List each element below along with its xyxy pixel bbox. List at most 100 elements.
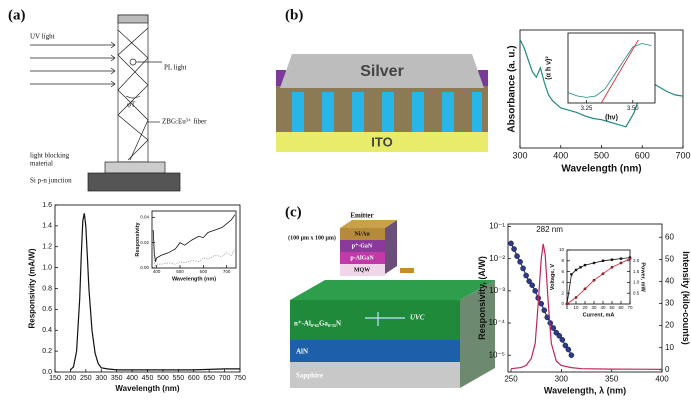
point <box>592 261 596 265</box>
silver <box>280 54 484 88</box>
y-tick-label: 0.02 <box>140 240 149 245</box>
x-tick-label: 600 <box>200 269 208 274</box>
y2-tick-label: 1.0 <box>633 280 640 285</box>
x-axis-label: Wavelength (nm) <box>115 384 179 393</box>
arrowheads <box>110 41 116 88</box>
x-axis-label: (hν) <box>605 114 618 121</box>
label: (100 μm x 100 μm) <box>288 234 336 241</box>
pillar <box>442 92 454 132</box>
series-line <box>69 213 240 371</box>
y-tick-label: 10⁻⁴ <box>488 318 505 327</box>
point <box>562 342 569 349</box>
label: Emitter <box>350 212 373 220</box>
y2-axis-label: Power, mW <box>640 262 646 292</box>
x-tick-label: 350 <box>111 375 123 382</box>
label: material <box>30 160 53 168</box>
x-tick-label: 500 <box>176 269 184 274</box>
mqw <box>340 264 385 276</box>
series-line <box>152 242 236 267</box>
x-tick-label: 40 <box>600 305 606 310</box>
x-tick-label: 250 <box>80 375 92 382</box>
series-line <box>566 257 631 305</box>
label: Sapphire <box>296 372 323 380</box>
pillar <box>412 92 424 132</box>
label: p⁺-GaN <box>352 242 373 249</box>
point <box>550 325 557 331</box>
series-line <box>510 243 663 370</box>
x-tick-label: 600 <box>635 150 650 160</box>
y-tick-label: 0.4 <box>42 327 52 334</box>
y2-tick-label: 0.5 <box>633 290 640 295</box>
point <box>532 288 538 294</box>
y-tick-label: 2 <box>561 290 564 295</box>
point <box>601 272 605 276</box>
p-gan <box>340 240 385 252</box>
x-tick-label: 400 <box>553 150 568 160</box>
pillar <box>472 92 482 132</box>
y-axis-label: Voltage, V <box>550 264 556 291</box>
point <box>579 266 582 269</box>
x-tick-label: 150 <box>49 375 61 382</box>
y-tick-label: 0 <box>561 301 564 306</box>
x-tick-label: 700 <box>675 150 690 160</box>
diagram-c <box>290 220 495 388</box>
y-tick-label: 0.6 <box>42 306 52 313</box>
x-tick-label: 750 <box>234 375 246 382</box>
point <box>538 300 545 307</box>
panel-label: (b) <box>285 7 303 23</box>
label: ZBG:Eu³⁺ fiber <box>162 118 207 126</box>
y-tick-label: 6 <box>561 269 564 274</box>
x-tick-label: 650 <box>203 375 215 382</box>
y-axis-label: (α h ν)² <box>546 56 553 80</box>
y-tick-label: 1.4 <box>42 223 52 230</box>
plot-frame <box>151 210 237 269</box>
y-tick-label: 10⁻¹ <box>489 222 505 231</box>
x-tick-label: 500 <box>594 150 609 160</box>
label: UVC <box>410 314 425 322</box>
ray <box>117 29 149 161</box>
x-tick-label: 700 <box>223 269 231 274</box>
side <box>276 70 286 86</box>
plot-frame <box>567 32 656 104</box>
y2-tick-label: 0 <box>665 365 670 374</box>
mesa-side <box>385 220 397 274</box>
annotation: 282 nm <box>536 225 563 234</box>
point <box>556 333 563 339</box>
aln <box>290 340 460 362</box>
mesa-top <box>340 220 397 228</box>
y-tick-label: 0.2 <box>42 348 52 355</box>
y2-tick-label: 1.5 <box>633 269 640 274</box>
diagram-a <box>30 14 181 192</box>
x-tick-label: 400 <box>126 375 138 382</box>
point <box>628 257 632 261</box>
x-tick-label: 700 <box>219 375 231 382</box>
point <box>619 261 623 265</box>
y2-tick-label: 60 <box>665 232 674 241</box>
y-tick-label: 0.00 <box>140 265 149 270</box>
series-line <box>567 43 652 98</box>
x-tick-label: 30 <box>591 305 597 310</box>
x-tick-label: 3.25 <box>581 106 593 112</box>
y2-tick-label: 50 <box>665 254 674 263</box>
x-tick-label: 50 <box>609 305 615 310</box>
point <box>565 302 569 306</box>
series-line <box>152 214 236 262</box>
junction <box>87 172 181 192</box>
x-tick-label: 400 <box>655 374 669 383</box>
label: AlN <box>296 348 308 356</box>
sapphire <box>290 362 460 388</box>
label: p-AlGaN <box>350 255 374 261</box>
point <box>610 265 614 269</box>
x-axis-label: Current, mA <box>583 313 615 319</box>
y2-tick-label: 10 <box>665 343 674 352</box>
label: Silver <box>360 63 404 80</box>
x-axis-label: Wavelength (nm) <box>561 164 641 175</box>
side <box>478 70 488 86</box>
x-tick-label: 300 <box>512 150 527 160</box>
point <box>511 246 517 252</box>
plot-frame <box>507 223 663 373</box>
series-line <box>566 258 631 305</box>
y-tick-label: 0.04 <box>140 215 149 220</box>
x-tick-label: 0 <box>566 305 569 310</box>
point <box>523 272 529 279</box>
